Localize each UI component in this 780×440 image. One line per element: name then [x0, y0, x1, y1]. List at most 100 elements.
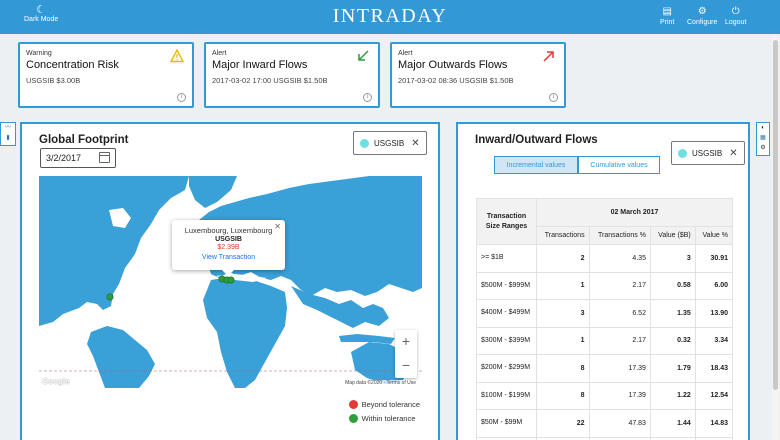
- mediterranean-shape: [215, 274, 267, 282]
- left-tool-rail: 〰 ▮: [0, 122, 16, 146]
- range-cell: $50M - $99M: [476, 409, 537, 438]
- alert-title: Concentration Risk: [26, 59, 119, 71]
- panel-title: Global Footprint: [39, 134, 129, 146]
- date-header: 02 March 2017: [536, 198, 733, 227]
- transactions-pct-cell: 2.17: [588, 271, 651, 300]
- transactions-pct-cell: 17.39: [588, 354, 651, 383]
- location-marker-new-york: [106, 293, 114, 301]
- value-pct-cell: 13.90: [694, 299, 734, 328]
- value-cell: 0.58: [649, 271, 696, 300]
- map-info-popup: ✕ Luxembourg, Luxembourg USGSIB $2.39B V…: [172, 220, 285, 276]
- hudson-bay-shape: [109, 208, 131, 228]
- print-button[interactable]: ▤ Print: [660, 6, 674, 26]
- transactions-pct-cell: 17.39: [588, 381, 651, 410]
- entity-dot-icon: [360, 138, 369, 148]
- south-america-shape: [87, 326, 155, 388]
- value-cell: 1.44: [649, 409, 696, 438]
- value-pct-cell: 18.43: [694, 354, 734, 383]
- filter-chip-usgsib[interactable]: USGSIB ✕: [353, 131, 427, 155]
- close-icon[interactable]: ✕: [729, 147, 738, 159]
- pie-icon[interactable]: ◐: [761, 125, 765, 131]
- range-cell: $200M - $299M: [476, 354, 537, 383]
- configure-button[interactable]: ⚙ Configure: [687, 6, 717, 26]
- right-tool-rail: ◐ ▦ ⚙: [756, 122, 770, 156]
- alert-card-major-inward-flows[interactable]: Alert Major Inward Flows 2017-03-02 17:0…: [204, 42, 380, 108]
- popup-place: Luxembourg, Luxembourg: [184, 226, 273, 235]
- south-asia-shape: [291, 286, 389, 328]
- cumulative-values-toggle[interactable]: Cumulative values: [578, 156, 660, 174]
- popup-ticker: USGSIB: [215, 236, 242, 243]
- grid-icon[interactable]: ▦: [760, 135, 766, 141]
- column-header: Value ($B): [649, 226, 696, 245]
- table-row: $300M - $399M 1 2.17 0.32 3.34: [476, 326, 734, 355]
- calendar-icon[interactable]: [99, 152, 110, 163]
- table-row: $100M - $199M 8 17.39 1.22 12.54: [476, 381, 734, 410]
- info-icon[interactable]: i: [549, 93, 558, 102]
- printer-icon: ▤: [662, 6, 672, 17]
- alert-card-concentration-risk[interactable]: Warning Concentration Risk USGSIB $3.00B…: [18, 42, 194, 108]
- arrow-down-left-icon: [358, 50, 369, 61]
- app-title: INTRADAY: [332, 5, 448, 27]
- page-scrollbar-thumb[interactable]: [773, 40, 778, 390]
- panel-title: Inward/Outward Flows: [475, 134, 598, 146]
- popup-amount: $2.39B: [217, 244, 240, 251]
- logout-label: Logout: [725, 19, 747, 26]
- info-icon[interactable]: i: [363, 93, 372, 102]
- value-cell: 3: [649, 244, 696, 273]
- close-icon[interactable]: ✕: [411, 137, 420, 149]
- close-icon[interactable]: ✕: [274, 222, 281, 231]
- value-cell: 1.79: [649, 354, 696, 383]
- column-header: Transactions %: [588, 226, 651, 245]
- filter-chip-usgsib[interactable]: USGSIB ✕: [671, 141, 745, 165]
- moon-icon: ☾: [36, 4, 47, 16]
- legend-item-within: Within tolerance: [348, 414, 420, 423]
- table-row: $500M - $999M 1 2.17 0.58 6.00: [476, 271, 734, 300]
- alert-kind: Alert: [398, 50, 413, 57]
- indonesia-shape: [339, 334, 395, 344]
- map-land-shapes: [39, 176, 422, 388]
- zoom-in-button[interactable]: +: [401, 333, 411, 349]
- table-row: $200M - $299M 8 17.39 1.79 18.43: [476, 354, 734, 383]
- value-pct-cell: 14.83: [694, 409, 734, 438]
- flows-panel: Inward/Outward Flows USGSIB ✕ Incrementa…: [456, 122, 750, 440]
- table-row: >= $1B 2 4.35 3 30.91: [476, 244, 734, 273]
- value-pct-cell: 30.91: [694, 244, 734, 273]
- range-cell: $500M - $999M: [476, 271, 537, 300]
- logout-button[interactable]: ⏻ Logout: [725, 6, 746, 26]
- google-logo: Google: [42, 377, 70, 386]
- panel-icon[interactable]: ▮: [6, 135, 10, 141]
- range-cell: $300M - $399M: [476, 326, 537, 355]
- dark-mode-label: Dark Mode: [24, 16, 59, 23]
- map-credit[interactable]: Map data ©2020 · Terms of Use: [343, 380, 418, 386]
- value-cell: 1.22: [649, 381, 696, 410]
- print-label: Print: [660, 19, 675, 26]
- range-cell: $400M - $499M: [476, 299, 537, 328]
- dark-mode-toggle[interactable]: ☾ Dark Mode: [24, 4, 58, 23]
- alert-kind: Warning: [26, 50, 52, 57]
- value-pct-cell: 12.54: [694, 381, 734, 410]
- transactions-cell: 8: [536, 354, 590, 383]
- transactions-pct-cell: 47.83: [588, 409, 651, 438]
- alert-card-major-outwards-flows[interactable]: Alert Major Outwards Flows 2017-03-02 08…: [390, 42, 566, 108]
- transactions-pct-cell: 6.52: [588, 299, 651, 328]
- world-map[interactable]: ✕ Luxembourg, Luxembourg USGSIB $2.39B V…: [39, 176, 422, 388]
- view-transaction-link[interactable]: View Transaction: [201, 254, 256, 261]
- zoom-out-button[interactable]: −: [401, 357, 411, 373]
- warning-triangle-icon: [170, 49, 184, 63]
- configure-label: Configure: [687, 19, 718, 26]
- north-america-shape: [39, 176, 189, 326]
- info-icon[interactable]: i: [177, 93, 186, 102]
- settings-icon[interactable]: ⚙: [760, 145, 766, 151]
- incremental-values-toggle[interactable]: Incremental values: [494, 156, 578, 174]
- alert-detail: 2017-03-02 17:00 USGSIB $1.50B: [212, 76, 328, 85]
- map-zoom-control: + −: [395, 330, 417, 378]
- chip-label: USGSIB: [692, 148, 723, 158]
- date-picker-field[interactable]: 3/2/2017: [40, 148, 116, 168]
- value-pct-cell: 0.05: [694, 436, 734, 440]
- trend-icon[interactable]: 〰: [4, 125, 11, 131]
- flows-table: Transaction Size Ranges 02 March 2017 Tr…: [476, 198, 734, 440]
- date-value: 3/2/2017: [46, 153, 82, 163]
- map-legend: Beyond tolerance Within tolerance: [348, 400, 420, 428]
- legend-item-beyond: Beyond tolerance: [348, 400, 420, 409]
- transactions-pct-cell: 4.35: [588, 244, 651, 273]
